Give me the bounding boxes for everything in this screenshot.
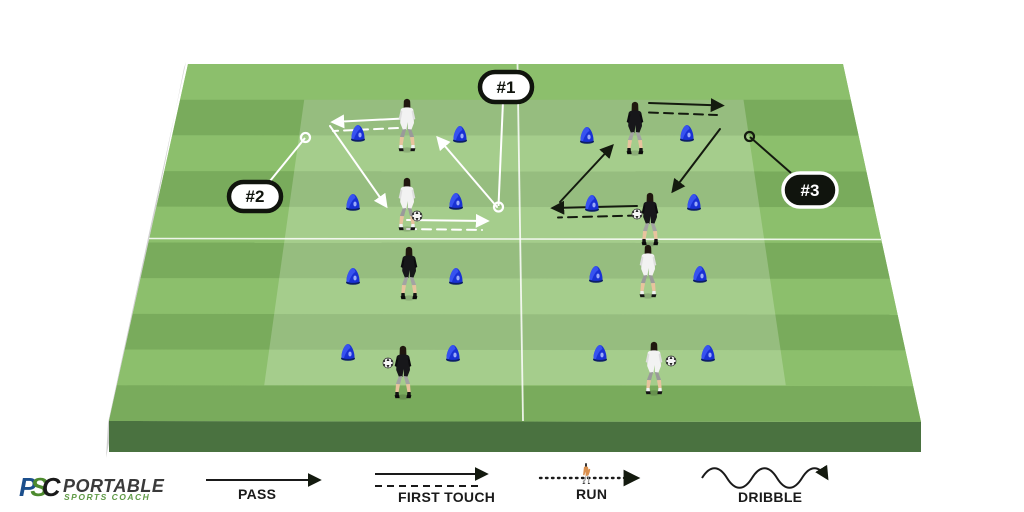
svg-text:#2: #2 (246, 187, 265, 206)
svg-text:#1: #1 (497, 78, 516, 97)
svg-text:#3: #3 (801, 181, 820, 200)
